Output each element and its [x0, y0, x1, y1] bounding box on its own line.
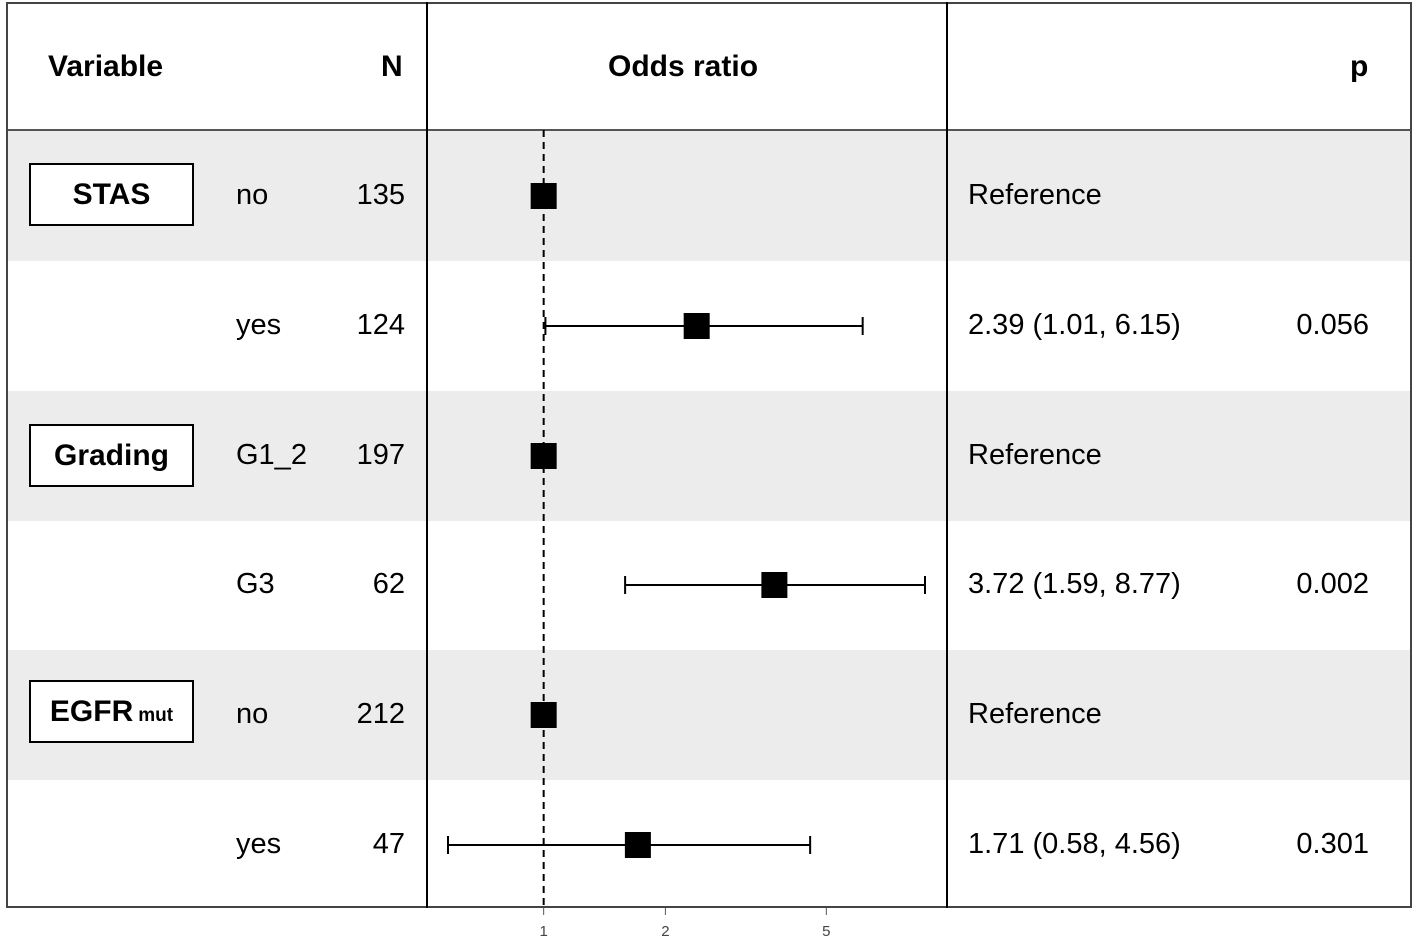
forest-plot-frame: [6, 2, 1412, 908]
point-estimate: [624, 832, 651, 858]
group-label-grading: Grading: [29, 424, 194, 487]
row-p: 0.301: [1296, 828, 1369, 860]
group-label-subscript: mut: [138, 704, 174, 726]
row-stripe: [8, 650, 1410, 780]
row-stripe: [8, 391, 1410, 521]
point-estimate: [530, 702, 557, 728]
row-n: 124: [356, 309, 405, 341]
header-p: p: [1350, 50, 1369, 83]
row-level: no: [236, 698, 269, 730]
row-or-text: Reference: [968, 439, 1102, 471]
row-n: 212: [356, 698, 405, 730]
row-or-text: 3.72 (1.59, 8.77): [968, 568, 1181, 600]
row-p: 0.002: [1296, 568, 1369, 600]
row-or-text: 2.39 (1.01, 6.15): [968, 309, 1181, 341]
row-level: G3: [236, 568, 275, 600]
point-estimate: [530, 443, 557, 469]
group-label-text: STAS: [72, 177, 151, 211]
x-tick-label: 5: [822, 923, 830, 939]
row-level: no: [236, 179, 269, 211]
point-estimate: [683, 313, 710, 339]
point-estimate: [761, 572, 788, 598]
row-level: yes: [236, 828, 282, 860]
row-n: 135: [356, 179, 405, 211]
row-n: 197: [356, 439, 405, 471]
row-stripe: [8, 131, 1410, 261]
header-odds-ratio: Odds ratio: [608, 50, 759, 83]
header-variable: Variable: [48, 50, 164, 83]
row-p: 0.056: [1296, 309, 1369, 341]
row-or-text: Reference: [968, 698, 1102, 730]
row-n: 47: [372, 828, 405, 860]
row-level: G1_2: [236, 439, 307, 471]
group-label-text: EGFR: [49, 694, 134, 728]
point-estimate: [530, 183, 557, 209]
group-label-egfr: EGFR mut: [29, 680, 194, 743]
row-n: 62: [372, 568, 405, 600]
x-tick-label: 2: [661, 923, 669, 939]
row-level: yes: [236, 309, 282, 341]
row-or-text: 1.71 (0.58, 4.56): [968, 828, 1181, 860]
header-n: N: [381, 50, 403, 83]
group-label-stas: STAS: [29, 163, 194, 226]
row-or-text: Reference: [968, 179, 1102, 211]
group-label-text: Grading: [53, 438, 169, 472]
x-tick-label: 1: [539, 923, 547, 939]
